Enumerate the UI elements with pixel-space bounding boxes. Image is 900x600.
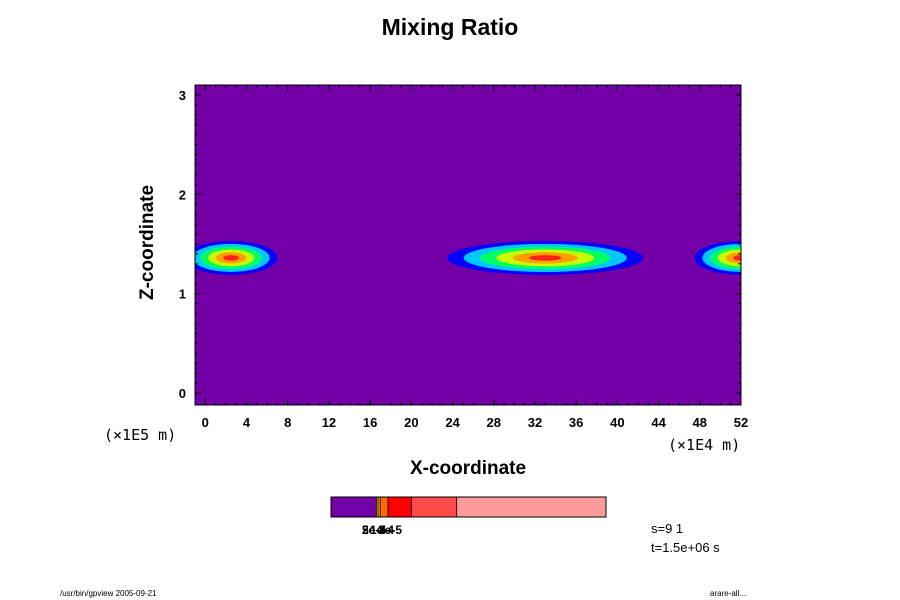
colorbar-label-2: 1e-4 (370, 523, 395, 537)
x-tick-label-6: 24 (445, 415, 460, 430)
colorbar (330, 496, 607, 518)
plot-frame (194, 84, 742, 406)
x-tick-label-5: 20 (404, 415, 418, 430)
y-axis-unit: (×1E5 m) (104, 426, 177, 444)
y-tick-label-1: 1 (179, 287, 186, 302)
x-axis: 0 4 8 12 16 20 24 28 32 36 40 44 48 52 (202, 85, 748, 430)
x-tick-label-4: 16 (363, 415, 377, 430)
plume-1-level-5 (528, 255, 562, 261)
colorbar-segment-2 (378, 497, 381, 517)
y-tick-label-3: 3 (179, 88, 186, 103)
colorbar-segment-6 (456, 497, 606, 517)
x-tick-label-3: 12 (322, 415, 336, 430)
colorbar-segment-1 (376, 497, 379, 517)
x-tick-label-10: 40 (610, 415, 624, 430)
y-axis-label: Z-coordinate (137, 184, 158, 300)
x-tick-label-0: 0 (202, 415, 209, 430)
y-tick-label-0: 0 (179, 386, 186, 401)
colorbar-label-1: 5e-4 (362, 523, 387, 537)
colorbar-segment-5 (411, 497, 457, 517)
footer-right: arare-all... (710, 589, 747, 598)
step-readout: s=9 1 (651, 521, 684, 536)
x-tick-label-1: 4 (243, 415, 251, 430)
x-tick-label-13: 52 (734, 415, 748, 430)
x-tick-label-11: 44 (651, 415, 666, 430)
colorbar-label-0: 2e-5 (362, 523, 387, 537)
colorbar-frame (330, 496, 607, 518)
y-tick-label-2: 2 (179, 187, 186, 202)
x-axis-label: X-coordinate (409, 458, 527, 479)
y-axis: 0 1 2 3 (179, 88, 741, 401)
x-tick-label-12: 48 (693, 415, 707, 430)
colorbar-segment-3 (380, 497, 388, 517)
chart-title: Mixing Ratio (381, 14, 519, 40)
plume-layer (195, 241, 741, 275)
colorbar-label-3: 3e-5 (378, 523, 403, 537)
x-tick-label-7: 28 (487, 415, 501, 430)
x-axis-unit: (×1E4 m) (668, 436, 741, 454)
x-tick-label-2: 8 (284, 415, 291, 430)
footer-left: /usr/bin/gpview 2005-09-21 (60, 589, 157, 598)
x-tick-label-8: 32 (528, 415, 542, 430)
plot-background (195, 85, 741, 405)
plume-0-level-5 (223, 255, 239, 261)
plume-2-level-5 (733, 255, 741, 261)
time-readout: t=1.5e+06 s (651, 540, 720, 555)
colorbar-segment-0 (331, 497, 377, 517)
x-tick-label-9: 36 (569, 415, 583, 430)
colorbar-segment-4 (387, 497, 412, 517)
